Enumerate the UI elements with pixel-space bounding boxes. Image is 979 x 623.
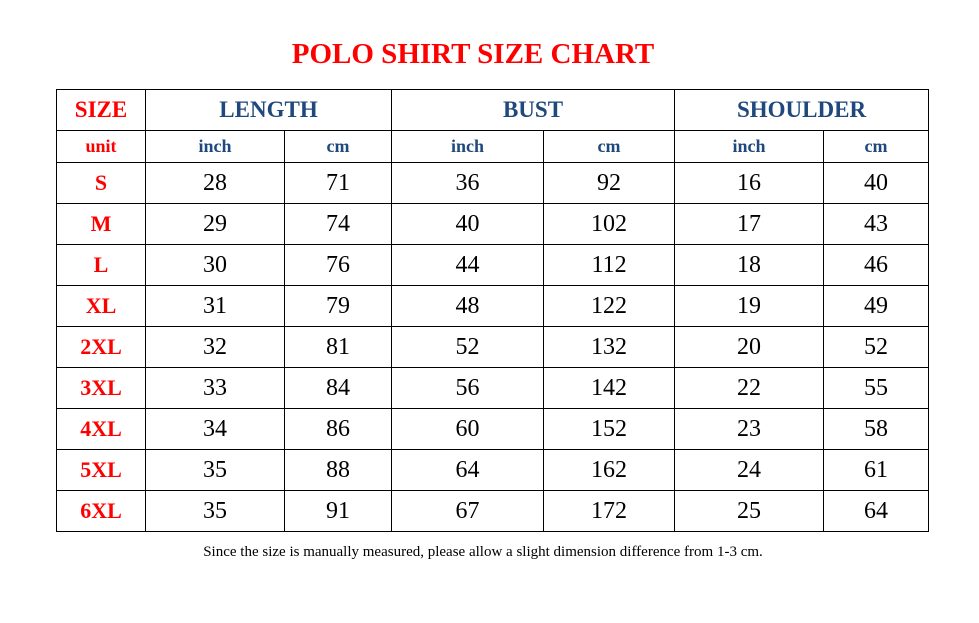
value-cell: 58 xyxy=(823,408,930,450)
value-cell: 71 xyxy=(283,162,393,204)
table-row: L 30 76 44 112 18 46 xyxy=(56,244,930,286)
unit-cm: cm xyxy=(283,130,393,163)
value-cell: 25 xyxy=(674,490,825,532)
value-cell: 20 xyxy=(674,326,825,368)
value-cell: 32 xyxy=(145,326,285,368)
value-cell: 31 xyxy=(145,285,285,327)
unit-inch: inch xyxy=(674,130,825,163)
value-cell: 40 xyxy=(391,203,545,245)
value-cell: 162 xyxy=(543,449,676,491)
value-cell: 112 xyxy=(543,244,676,286)
value-cell: 40 xyxy=(823,162,930,204)
value-cell: 88 xyxy=(283,449,393,491)
unit-row: unit inch cm inch cm inch cm xyxy=(56,130,930,163)
value-cell: 24 xyxy=(674,449,825,491)
value-cell: 64 xyxy=(823,490,930,532)
value-cell: 49 xyxy=(823,285,930,327)
value-cell: 17 xyxy=(674,203,825,245)
value-cell: 172 xyxy=(543,490,676,532)
table-row: XL 31 79 48 122 19 49 xyxy=(56,285,930,327)
value-cell: 35 xyxy=(145,449,285,491)
size-cell: 3XL xyxy=(56,367,146,409)
value-cell: 29 xyxy=(145,203,285,245)
value-cell: 81 xyxy=(283,326,393,368)
value-cell: 19 xyxy=(674,285,825,327)
size-cell: XL xyxy=(56,285,146,327)
table-row: 6XL 35 91 67 172 25 64 xyxy=(56,490,930,532)
unit-inch: inch xyxy=(145,130,285,163)
value-cell: 64 xyxy=(391,449,545,491)
chart-title: POLO SHIRT SIZE CHART xyxy=(291,38,655,70)
size-cell: 2XL xyxy=(56,326,146,368)
value-cell: 16 xyxy=(674,162,825,204)
table-row: S 28 71 36 92 16 40 xyxy=(56,162,930,204)
value-cell: 44 xyxy=(391,244,545,286)
value-cell: 142 xyxy=(543,367,676,409)
value-cell: 152 xyxy=(543,408,676,450)
value-cell: 76 xyxy=(283,244,393,286)
table-row: M 29 74 40 102 17 43 xyxy=(56,203,930,245)
size-cell: L xyxy=(56,244,146,286)
value-cell: 22 xyxy=(674,367,825,409)
value-cell: 18 xyxy=(674,244,825,286)
unit-inch: inch xyxy=(391,130,545,163)
value-cell: 43 xyxy=(823,203,930,245)
unit-cm: cm xyxy=(543,130,676,163)
table-row: 4XL 34 86 60 152 23 58 xyxy=(56,408,930,450)
value-cell: 60 xyxy=(391,408,545,450)
value-cell: 23 xyxy=(674,408,825,450)
header-row: SIZE LENGTH BUST SHOULDER xyxy=(56,89,930,131)
value-cell: 52 xyxy=(391,326,545,368)
unit-cm: cm xyxy=(823,130,930,163)
table-row: 3XL 33 84 56 142 22 55 xyxy=(56,367,930,409)
value-cell: 61 xyxy=(823,449,930,491)
value-cell: 79 xyxy=(283,285,393,327)
value-cell: 67 xyxy=(391,490,545,532)
value-cell: 28 xyxy=(145,162,285,204)
value-cell: 48 xyxy=(391,285,545,327)
value-cell: 36 xyxy=(391,162,545,204)
size-cell: S xyxy=(56,162,146,204)
value-cell: 33 xyxy=(145,367,285,409)
header-size: SIZE xyxy=(56,89,146,131)
value-cell: 52 xyxy=(823,326,930,368)
size-cell: 5XL xyxy=(56,449,146,491)
value-cell: 35 xyxy=(145,490,285,532)
header-bust: BUST xyxy=(391,89,676,131)
header-length: LENGTH xyxy=(144,89,393,131)
value-cell: 132 xyxy=(543,326,676,368)
value-cell: 55 xyxy=(823,367,930,409)
size-cell: 6XL xyxy=(56,490,146,532)
header-shoulder: SHOULDER xyxy=(674,89,930,131)
size-table: SIZE LENGTH BUST SHOULDER unit inch cm i… xyxy=(56,89,930,532)
table-row: 2XL 32 81 52 132 20 52 xyxy=(56,326,930,368)
unit-label: unit xyxy=(56,130,146,163)
size-cell: 4XL xyxy=(56,408,146,450)
value-cell: 86 xyxy=(283,408,393,450)
value-cell: 102 xyxy=(543,203,676,245)
table-row: 5XL 35 88 64 162 24 61 xyxy=(56,449,930,491)
value-cell: 46 xyxy=(823,244,930,286)
size-cell: M xyxy=(56,203,146,245)
value-cell: 84 xyxy=(283,367,393,409)
measurement-note: Since the size is manually measured, ple… xyxy=(203,544,763,560)
value-cell: 30 xyxy=(145,244,285,286)
value-cell: 91 xyxy=(283,490,393,532)
value-cell: 92 xyxy=(543,162,676,204)
value-cell: 74 xyxy=(283,203,393,245)
value-cell: 122 xyxy=(543,285,676,327)
value-cell: 56 xyxy=(391,367,545,409)
value-cell: 34 xyxy=(145,408,285,450)
